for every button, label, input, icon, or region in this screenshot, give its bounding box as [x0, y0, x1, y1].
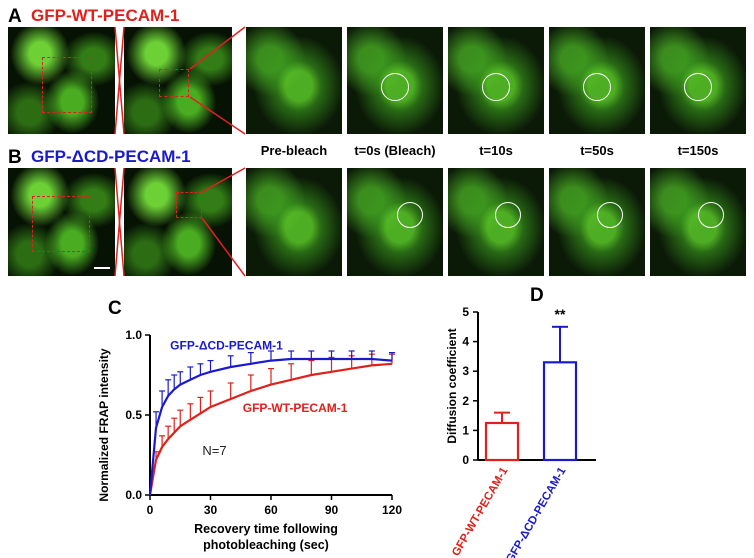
y-tick-label: 1	[462, 423, 469, 437]
panel-a-title: GFP-WT-PECAM-1	[31, 6, 180, 25]
panel-b-frame-t50	[549, 168, 645, 276]
timepoint-label-t10: t=10s	[479, 143, 513, 158]
series-label-wt: GFP-WT-PECAM-1	[243, 401, 348, 415]
category-label-wt: GFP-WT-PECAM-1	[450, 465, 511, 558]
bleach-roi-circle	[583, 73, 611, 101]
timepoint-label-t0: t=0s (Bleach)	[354, 143, 436, 158]
panel-b-overview-roi	[32, 196, 90, 252]
category-label-dcd: GFP-ΔCD-PECAM-1	[504, 465, 569, 558]
panel-c-letter: C	[108, 298, 122, 319]
panel-a-zoom-image	[124, 27, 232, 134]
panel-b-title: GFP-ΔCD-PECAM-1	[31, 147, 191, 166]
panel-b-zoom-roi	[176, 192, 202, 218]
panel-b-overview-image	[8, 168, 115, 276]
panel-a-letter: A	[8, 6, 22, 27]
bleach-roi-circle	[597, 202, 623, 228]
frap-chart: 0.0 0.5 1.0 0 30 60 90 120 Normalized FRAP inten…	[97, 328, 402, 552]
panel-b-frame-t0	[347, 168, 443, 276]
panel-a-zoom-roi	[159, 69, 189, 97]
y-tick-label: 2	[462, 394, 469, 408]
x-axis-title-line: Recovery time following	[194, 522, 338, 536]
timepoint-label-t50: t=50s	[580, 143, 614, 158]
panel-b-frame-t10	[448, 168, 544, 276]
y-tick-label: 0.0	[125, 488, 142, 502]
n-annotation: N=7	[202, 443, 226, 458]
panel-a-frame-t50	[549, 27, 645, 134]
bleach-roi-circle	[381, 73, 409, 101]
y-axis-title: Normalized FRAP intensity	[97, 348, 111, 501]
y-tick-label: 4	[462, 335, 469, 349]
panel-a-frame-t150	[650, 27, 746, 134]
panel-b-zoom-connectors	[114, 167, 246, 277]
x-tick-label: 30	[204, 503, 218, 517]
panel-a-frame-prebleach	[246, 27, 342, 134]
x-tick-label: 90	[325, 503, 339, 517]
bleach-roi-circle	[698, 202, 724, 228]
panel-a-frame-t10	[448, 27, 544, 134]
bleach-roi-circle	[684, 73, 712, 101]
x-axis-title-line: photobleaching (sec)	[203, 538, 329, 552]
panel-a-overview-roi	[42, 57, 92, 113]
panel-b-frame-t150	[650, 168, 746, 276]
significance-marker: **	[555, 306, 566, 322]
panel-a-zoom-connectors	[114, 26, 246, 135]
x-tick-label: 0	[147, 503, 154, 517]
y-tick-label: 1.0	[125, 328, 142, 342]
x-tick-label: 120	[382, 503, 402, 517]
series-line	[148, 362, 393, 496]
y-tick-label: 0	[462, 453, 469, 467]
bleach-roi-circle	[397, 202, 423, 228]
series-line	[148, 357, 393, 496]
x-tick-label: 60	[264, 503, 278, 517]
series-label-dcd: GFP-ΔCD-PECAM-1	[170, 338, 283, 352]
series-dcd	[148, 350, 395, 496]
y-tick-label: 5	[462, 305, 469, 319]
bleach-roi-circle	[482, 73, 510, 101]
panel-b-letter: B	[8, 147, 22, 168]
timepoint-label-t150: t=150s	[677, 143, 719, 158]
y-axis-title: Diffusion coefficient	[445, 328, 459, 443]
bar-dcd	[542, 361, 578, 462]
y-tick-label: 3	[462, 364, 469, 378]
panel-a-overview-image	[8, 27, 115, 134]
y-tick-label: 0.5	[125, 408, 142, 422]
bar-wt	[484, 421, 520, 462]
scale-bar	[94, 267, 110, 269]
panel-d-letter: D	[530, 285, 544, 306]
panel-a-frame-t0	[347, 27, 443, 134]
bleach-roi-circle	[495, 202, 521, 228]
panel-b-frame-prebleach	[246, 168, 342, 276]
series-wt	[148, 353, 395, 496]
timepoint-label-prebleach: Pre-bleach	[260, 143, 328, 158]
